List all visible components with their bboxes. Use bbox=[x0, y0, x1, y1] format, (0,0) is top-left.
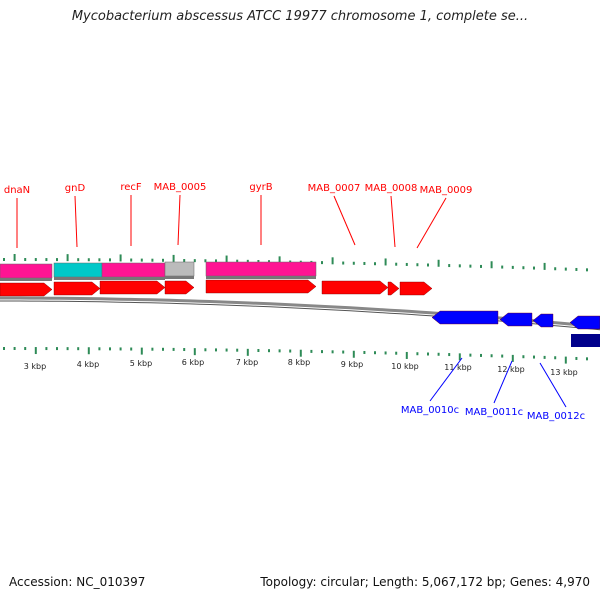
forward-gene-leader bbox=[390, 195, 396, 248]
forward-gene-leader bbox=[416, 197, 447, 249]
feature-bar-shadow bbox=[102, 277, 165, 280]
kbp-label: 7 kbp bbox=[236, 358, 258, 367]
forward-gene-label[interactable]: MAB_0009 bbox=[420, 185, 473, 196]
kbp-label: 10 kbp bbox=[391, 362, 419, 371]
forward-gene-leader bbox=[177, 194, 181, 246]
kbp-label: 11 kbp bbox=[444, 363, 472, 372]
reverse-gene-label[interactable]: MAB_0011c bbox=[465, 407, 523, 418]
reverse-gene-arrow[interactable] bbox=[569, 315, 600, 330]
forward-gene-label[interactable]: MAB_0005 bbox=[154, 182, 207, 193]
forward-gene-label[interactable]: gnD bbox=[65, 183, 86, 194]
feature-bar[interactable] bbox=[0, 263, 53, 279]
reverse-gene-label[interactable]: MAB_0010c bbox=[401, 405, 459, 416]
forward-gene-arrow[interactable] bbox=[387, 281, 400, 296]
chromosome-backbone-shadow bbox=[0, 300, 600, 331]
kbp-label: 3 kbp bbox=[24, 362, 46, 371]
forward-gene-label[interactable]: MAB_0007 bbox=[308, 183, 361, 194]
forward-gene-arrow[interactable] bbox=[0, 282, 53, 297]
reverse-gene-leader bbox=[429, 357, 463, 402]
feature-bar[interactable] bbox=[164, 261, 195, 277]
forward-gene-arrow[interactable] bbox=[164, 280, 195, 295]
feature-bar-shadow bbox=[54, 277, 102, 280]
feature-bar[interactable] bbox=[205, 261, 317, 277]
forward-gene-leader bbox=[74, 195, 78, 248]
forward-gene-label[interactable]: dnaN bbox=[4, 185, 30, 196]
feature-bar-shadow bbox=[0, 278, 52, 281]
forward-gene-arrow[interactable] bbox=[99, 280, 166, 295]
feature-bar[interactable] bbox=[101, 262, 166, 278]
kbp-label: 4 kbp bbox=[77, 360, 99, 369]
forward-gene-arrow[interactable] bbox=[205, 279, 317, 294]
forward-gene-label[interactable]: recF bbox=[120, 182, 142, 193]
kbp-label: 9 kbp bbox=[341, 360, 363, 369]
forward-gene-label[interactable]: MAB_0008 bbox=[365, 183, 418, 194]
reverse-gene-arrow[interactable] bbox=[532, 313, 554, 328]
forward-gene-arrow[interactable] bbox=[321, 280, 389, 295]
genome-summary: Topology: circular; Length: 5,067,172 bp… bbox=[260, 575, 590, 589]
reverse-gene-block[interactable] bbox=[571, 334, 600, 347]
reverse-gene-leader bbox=[539, 362, 567, 408]
chromosome-backbone bbox=[0, 296, 600, 329]
accession-label: Accession: NC_010397 bbox=[9, 575, 146, 589]
forward-gene-label[interactable]: gyrB bbox=[249, 182, 272, 193]
reverse-gene-arrow[interactable] bbox=[499, 312, 533, 327]
map-title: Mycobacterium abscessus ATCC 19977 chrom… bbox=[71, 9, 529, 24]
kbp-label: 5 kbp bbox=[130, 359, 152, 368]
feature-bar-shadow bbox=[206, 276, 316, 279]
kbp-label: 12 kbp bbox=[497, 365, 525, 374]
reverse-gene-leader bbox=[493, 360, 513, 404]
reverse-gene-label[interactable]: MAB_0012c bbox=[527, 411, 585, 422]
forward-gene-arrow[interactable] bbox=[399, 281, 433, 296]
feature-bar-shadow bbox=[165, 276, 194, 279]
kbp-label: 8 kbp bbox=[288, 358, 310, 367]
forward-gene-leader bbox=[333, 195, 356, 246]
kbp-label: 13 kbp bbox=[550, 368, 578, 377]
kbp-label: 6 kbp bbox=[182, 358, 204, 367]
feature-bar[interactable] bbox=[53, 262, 103, 278]
forward-gene-arrow[interactable] bbox=[53, 281, 101, 296]
reverse-gene-arrow[interactable] bbox=[431, 310, 499, 325]
